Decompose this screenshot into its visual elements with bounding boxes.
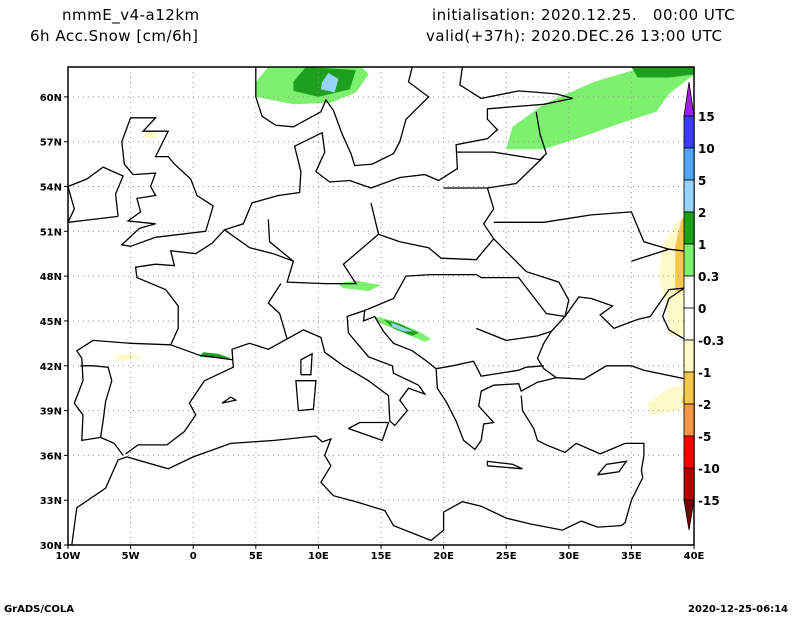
coastline [486,460,523,470]
coastline [475,327,552,342]
lat-label: 45N [40,317,62,328]
colorbar-label: -5 [698,430,711,444]
lat-label: 36N [40,451,62,462]
init-time: initialisation: 2020.12.25. 00:00 UTC [432,6,736,24]
snow-turkey-east [647,380,694,415]
coastline [68,166,124,223]
lat-label: 42N [40,362,62,373]
footer-timestamp: 2020-12-25-06:14 [688,604,788,615]
variable-title: 6h Acc.Snow [cm/6h] [30,27,199,45]
colorbar: 15 10 5 2 1 0.3 0 -0.3 -1 -2 -5 -10 -15 [683,81,724,531]
lon-label: 30E [558,551,579,562]
coastline [520,395,645,527]
coastline [170,344,234,361]
snow-fields [114,67,694,415]
colorbar-label: 5 [698,174,706,188]
coastline [370,187,495,261]
colorbar-label: 2 [698,206,706,220]
lat-label: 30N [40,541,62,552]
colorbar-label: 0.3 [698,270,719,284]
lat-label: 57N [40,138,62,149]
coastline [300,352,313,376]
colorbar-segment [683,435,695,469]
colorbar-label: 1 [698,238,706,252]
lat-label: 51N [40,227,62,238]
coastline [597,460,628,476]
coastline [221,396,238,404]
colorbar-segment [683,211,695,245]
colorbar-label: 10 [698,142,715,156]
coastline [493,238,570,317]
lon-label: 10W [56,551,81,562]
lon-label: 15E [371,551,392,562]
colorbar-segment [683,147,695,181]
snow-scotland [143,131,159,139]
lon-label: 10E [308,551,329,562]
colorbar-segment [683,467,695,501]
coastline [493,214,592,223]
lat-label: 54N [40,183,62,194]
coastline [267,219,379,285]
coastline [71,435,622,545]
valid-time: valid(+37h): 2020.DEC.26 13:00 UTC [426,27,723,45]
grid-lines [68,67,694,545]
colorbar-label: 15 [698,110,715,124]
lon-label: 5W [122,551,140,562]
colorbar-label: -10 [698,462,720,476]
snow-norway-core [320,73,339,93]
colorbar-segment [683,307,695,341]
footer-credit: GrADS/COLA [4,604,74,615]
lon-label: 40E [684,551,705,562]
coastline [73,67,573,456]
colorbar-segment [683,339,695,373]
colorbar-label: 0 [698,302,706,316]
lat-label: 39N [40,407,62,418]
lon-label: 25E [496,551,517,562]
snow-cantabria [114,353,144,362]
colorbar-segment [683,243,695,277]
map-frame [67,66,695,546]
coastline [591,211,670,250]
coastline [224,229,294,262]
lon-label: 35E [621,551,642,562]
snow-russia-north [631,67,694,78]
colorbar-label: -1 [698,366,711,380]
coastline [364,273,566,318]
coastline [556,365,694,382]
snow-balkans-core [391,322,414,332]
colorbar-top-triangle [683,81,695,117]
lat-label: 48N [40,272,62,283]
colorbar-label: -2 [698,398,711,412]
coastline [267,283,288,340]
coastline [295,380,317,412]
coastline [80,365,113,438]
snow-russia-west [506,67,694,150]
coastline [120,117,214,247]
colorbar-segment [683,179,695,213]
coastline [487,156,545,189]
lat-label: 60N [40,93,62,104]
coastline [255,67,430,167]
coastline [348,421,390,442]
model-title: nmmE_v4-a12km [62,6,200,24]
colorbar-bottom-triangle [683,499,695,531]
lat-label: 33N [40,496,62,507]
coastline [435,360,544,377]
colorbar-segment [683,275,695,309]
colorbar-segment [683,115,695,149]
colorbar-segment [683,371,695,405]
colorbar-segment [683,403,695,437]
axis-labels: 30N 33N 36N 39N 42N 45N 48N 51N 54N 57N 60N 10W 5W 0 5… [40,93,705,562]
coastline [125,287,694,455]
coastlines [68,67,694,545]
lon-label: 5E [249,551,263,562]
lon-label: 20E [433,551,454,562]
colorbar-label: -15 [698,494,720,508]
snow-alps [337,280,381,292]
lon-label: 0 [190,551,197,562]
colorbar-label: -0.3 [698,334,724,348]
